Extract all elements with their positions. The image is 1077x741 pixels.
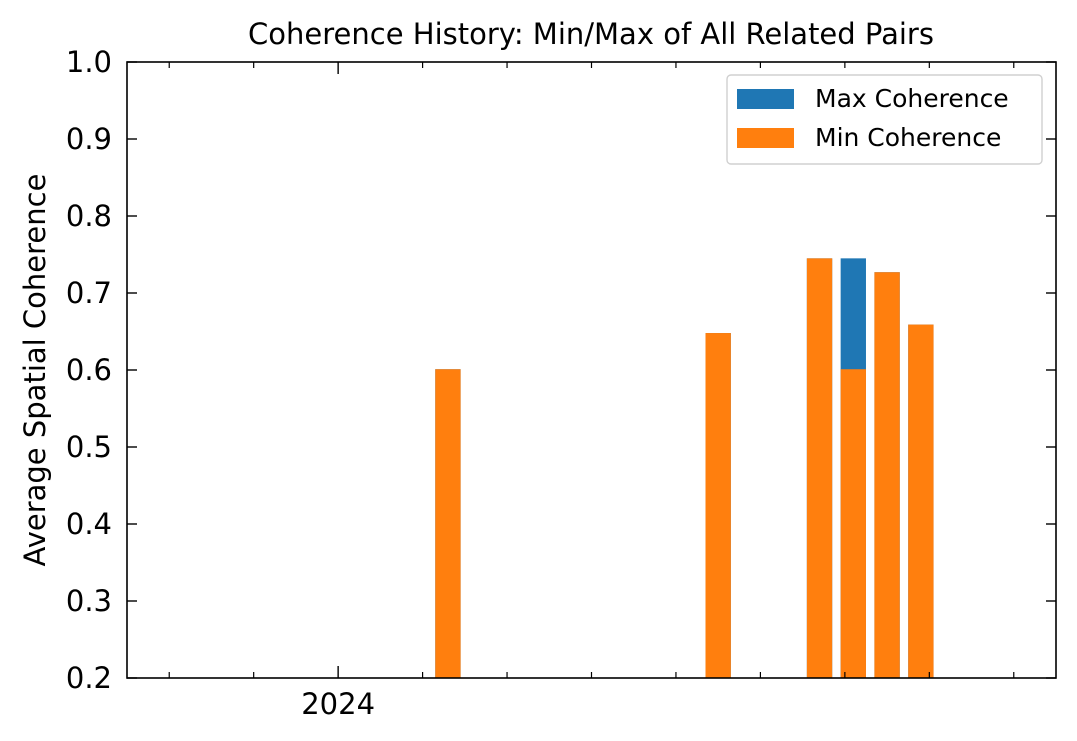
y-axis-label: Average Spatial Coherence [18,174,52,567]
bars-layer [435,258,934,678]
min-coherence-bar-2 [806,258,833,678]
legend-swatch-min [737,128,794,148]
legend-swatch-max [737,89,794,109]
x-tick-label-0: 2024 [301,687,375,721]
chart-title: Coherence History: Min/Max of All Relate… [248,17,934,51]
ticks-layer: 0.2 0.3 0.4 0.5 0.6 0.7 0.8 0.9 1.0 2024 [66,45,1056,721]
min-coherence-bar-5 [908,324,934,678]
legend-box [726,74,1043,165]
y-tick-label-2: 0.4 [66,507,112,541]
legend: Max Coherence Min Coherence [726,74,1043,165]
min-coherence-bar-3 [840,369,866,678]
y-tick-label-3: 0.5 [66,430,112,464]
plot-frame [126,61,1057,679]
y-tick-label-5: 0.7 [66,276,112,310]
min-coherence-bar-1 [705,333,731,678]
min-coherence-bar-0 [435,369,461,678]
legend-label-min: Min Coherence [815,123,1001,152]
y-tick-label-4: 0.6 [66,353,112,387]
y-tick-label-1: 0.3 [66,584,112,618]
y-tick-label-6: 0.8 [66,199,112,233]
min-coherence-bar-4 [874,272,900,678]
y-tick-label-7: 0.9 [66,122,112,156]
y-tick-label-8: 1.0 [66,45,112,79]
legend-label-max: Max Coherence [815,84,1009,113]
y-tick-label-0: 0.2 [66,661,112,695]
